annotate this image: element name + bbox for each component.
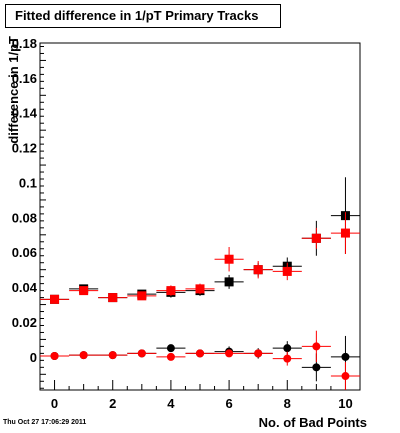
plot-frame (39, 42, 361, 391)
data-point-circle (108, 351, 117, 360)
x-tick-label: 8 (284, 396, 291, 411)
data-point-square (253, 265, 263, 275)
chart-title: Fitted difference in 1/pT Primary Tracks (5, 4, 281, 28)
x-axis: 0 2 4 6 8 10 (39, 380, 361, 411)
timestamp: Thu Oct 27 17:06:29 2011 (3, 419, 87, 426)
data-point-circle (137, 349, 146, 358)
y-tick-label: 0.1 (19, 175, 37, 190)
data-point-circle (254, 349, 263, 358)
data-point-square (50, 294, 60, 304)
data-point-circle (283, 354, 292, 363)
y-tick-label: 0.12 (12, 141, 37, 156)
data-point-square (282, 266, 292, 276)
y-tick-label: 0.14 (12, 106, 38, 121)
plot-area-border (39, 42, 361, 391)
y-tick-label: 0 (30, 350, 37, 365)
data-point-circle (166, 344, 175, 353)
data-point-circle (166, 352, 175, 361)
data-point-circle (196, 349, 204, 358)
y-axis-title: difference in 1/pT (6, 36, 21, 144)
data-point-square (79, 286, 89, 296)
data-point-circle (225, 349, 234, 358)
y-tick-label: 0.08 (12, 210, 37, 225)
data-point-circle (341, 352, 350, 361)
data-point-circle (50, 351, 59, 360)
y-tick-label: 0.16 (12, 71, 37, 86)
y-tick-label: 0.04 (12, 280, 38, 295)
data-points (40, 177, 360, 390)
x-tick-label: 10 (338, 396, 352, 411)
data-point-square (224, 277, 234, 287)
x-axis-title: No. of Bad Points (259, 415, 367, 430)
data-point-square (166, 286, 176, 296)
data-point-square (311, 233, 321, 243)
data-point-square (195, 284, 205, 294)
data-point-circle (79, 351, 88, 360)
data-point-circle (283, 344, 292, 353)
data-point-circle (312, 363, 321, 372)
x-tick-label: 0 (51, 396, 58, 411)
x-tick-label: 2 (109, 396, 116, 411)
y-tick-label: 0.06 (12, 245, 37, 260)
data-point-square (137, 291, 147, 301)
data-point-square (224, 254, 234, 264)
data-point-square (108, 293, 118, 303)
x-tick-label: 4 (167, 396, 175, 411)
data-series (40, 212, 360, 304)
x-tick-label: 6 (225, 396, 232, 411)
data-point-circle (341, 372, 350, 381)
data-series (40, 335, 360, 382)
y-axis: 0 0.02 0.04 0.06 0.08 0.1 0.12 0.14 0.16 0.18 (12, 36, 46, 389)
y-tick-label: 0.18 (12, 36, 37, 51)
data-point-square (340, 228, 350, 238)
data-point-circle (312, 342, 321, 351)
y-tick-label: 0.02 (12, 315, 37, 330)
data-series (40, 330, 360, 390)
